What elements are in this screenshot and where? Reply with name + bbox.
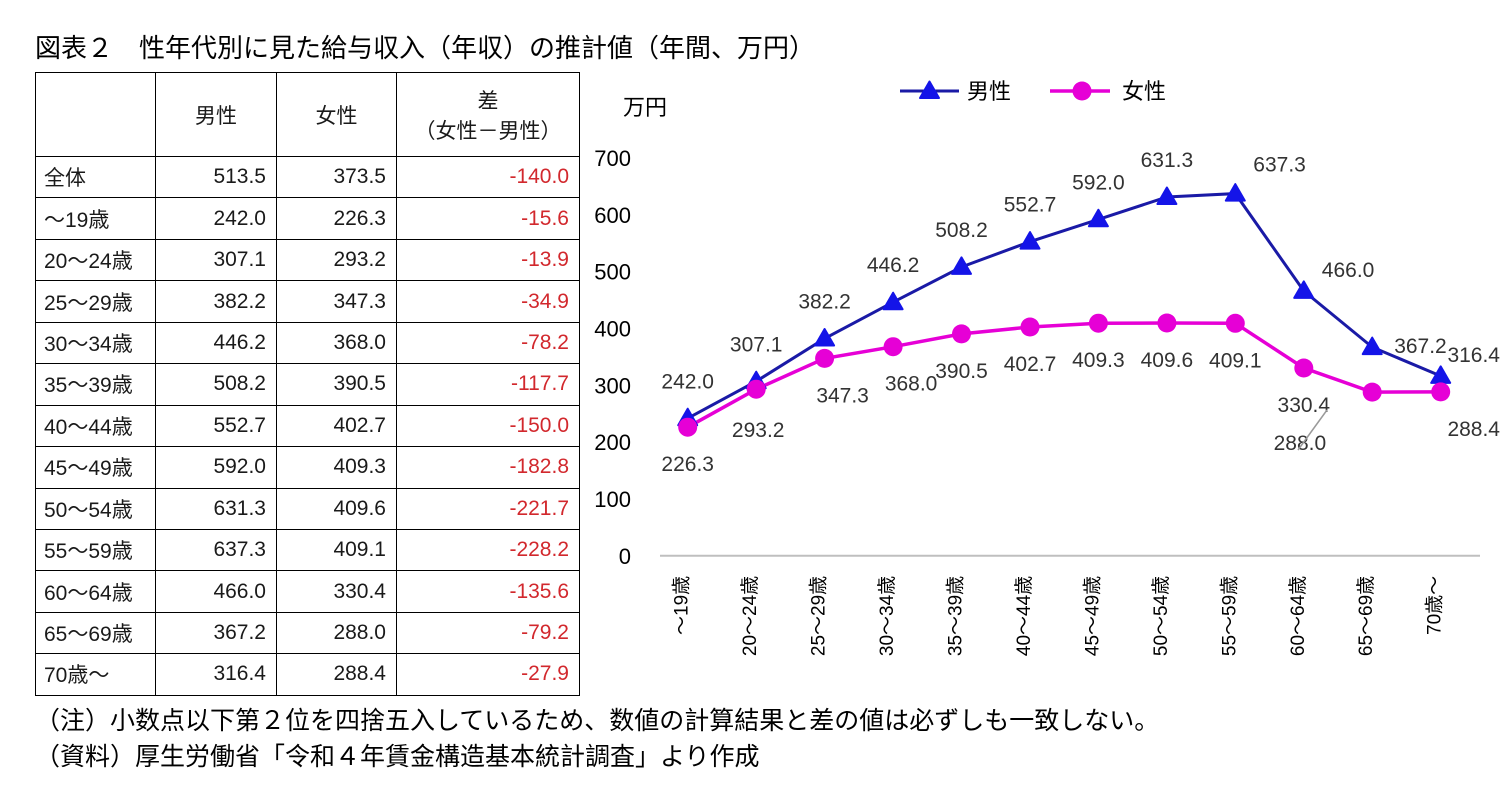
svg-text:307.1: 307.1 [730, 333, 783, 356]
svg-text:226.3: 226.3 [661, 453, 714, 476]
svg-text:288.0: 288.0 [1274, 432, 1327, 455]
svg-text:400: 400 [594, 317, 631, 342]
svg-text:242.0: 242.0 [661, 370, 714, 393]
svg-text:0: 0 [619, 544, 631, 569]
svg-text:女性: 女性 [1122, 79, 1166, 104]
svg-text:30～34歳: 30～34歳 [876, 576, 898, 656]
svg-text:382.2: 382.2 [798, 291, 851, 314]
svg-text:200: 200 [594, 430, 631, 455]
svg-text:35～39歳: 35～39歳 [945, 576, 967, 656]
svg-text:70歳～: 70歳～ [1424, 576, 1446, 635]
svg-text:25～29歳: 25～29歳 [808, 576, 830, 656]
svg-text:700: 700 [594, 146, 631, 171]
svg-text:500: 500 [594, 260, 631, 285]
svg-text:446.2: 446.2 [867, 254, 920, 277]
svg-text:50～54歳: 50～54歳 [1150, 576, 1172, 656]
svg-text:男性: 男性 [967, 79, 1011, 104]
svg-text:508.2: 508.2 [935, 219, 988, 242]
svg-text:390.5: 390.5 [935, 360, 988, 383]
svg-text:409.1: 409.1 [1209, 349, 1262, 372]
svg-text:552.7: 552.7 [1004, 194, 1057, 217]
svg-text:万円: 万円 [623, 95, 667, 120]
svg-text:316.4: 316.4 [1447, 344, 1500, 367]
svg-text:288.4: 288.4 [1447, 418, 1500, 441]
svg-text:368.0: 368.0 [885, 373, 938, 396]
svg-text:55～59歳: 55～59歳 [1218, 576, 1240, 656]
svg-text:592.0: 592.0 [1072, 171, 1125, 194]
svg-text:60～64歳: 60～64歳 [1287, 576, 1309, 656]
svg-text:409.6: 409.6 [1141, 349, 1194, 372]
svg-text:293.2: 293.2 [732, 419, 785, 442]
svg-text:300: 300 [594, 373, 631, 398]
svg-text:45～49歳: 45～49歳 [1081, 576, 1103, 656]
svg-text:347.3: 347.3 [816, 384, 869, 407]
svg-text:466.0: 466.0 [1322, 259, 1375, 282]
svg-text:～19歳: ～19歳 [671, 576, 693, 635]
svg-text:65～69歳: 65～69歳 [1355, 576, 1377, 656]
svg-text:100: 100 [594, 487, 631, 512]
svg-text:409.3: 409.3 [1072, 349, 1125, 372]
svg-text:367.2: 367.2 [1394, 335, 1447, 358]
svg-text:631.3: 631.3 [1141, 149, 1194, 172]
svg-text:40～44歳: 40～44歳 [1013, 576, 1035, 656]
svg-text:637.3: 637.3 [1253, 154, 1306, 177]
svg-text:20～24歳: 20～24歳 [739, 576, 761, 656]
svg-text:330.4: 330.4 [1278, 394, 1331, 417]
svg-text:402.7: 402.7 [1004, 353, 1057, 376]
svg-text:600: 600 [594, 203, 631, 228]
